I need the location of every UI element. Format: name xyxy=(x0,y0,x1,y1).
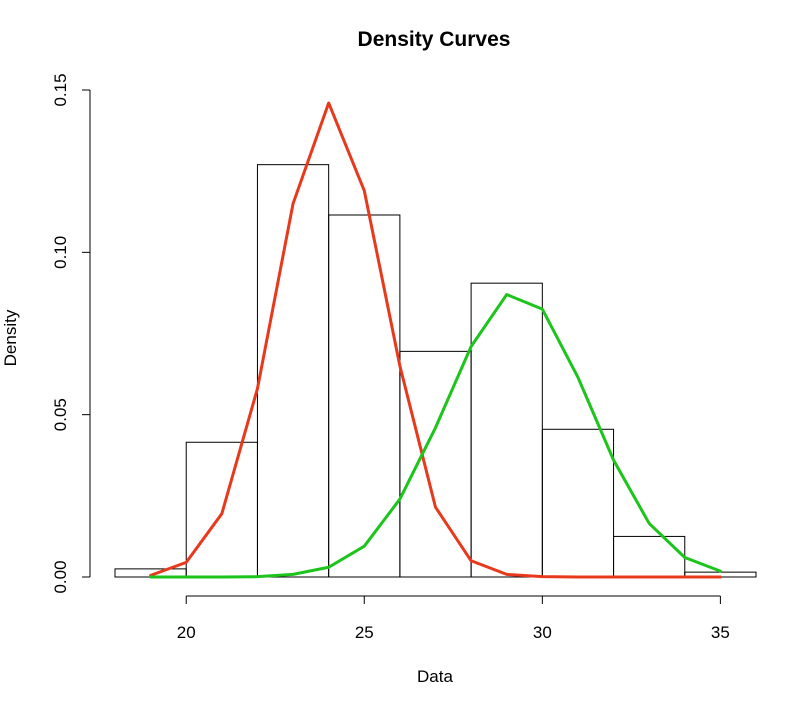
x-tick-label-3: 35 xyxy=(711,623,730,642)
histogram-bar-2 xyxy=(256,164,330,578)
x-tick-label-1: 25 xyxy=(355,623,374,642)
y-axis: 0.00 0.05 0.10 0.15 xyxy=(51,73,91,594)
histogram-bar-7 xyxy=(613,535,686,578)
histogram-bars xyxy=(114,164,757,578)
x-axis-label: Data xyxy=(417,667,453,686)
x-tick-label-0: 20 xyxy=(177,623,196,642)
density-curve-0 xyxy=(149,101,722,579)
histogram-bar-3 xyxy=(328,214,401,578)
chart-title: Density Curves xyxy=(358,28,511,51)
density-curves xyxy=(149,101,722,579)
histogram-bar-6 xyxy=(541,428,615,578)
x-axis: 20 25 30 35 xyxy=(177,595,730,642)
y-tick-label-3: 0.15 xyxy=(51,73,70,106)
y-axis-label: Density xyxy=(1,309,20,366)
histogram-bar-5 xyxy=(470,282,543,578)
x-tick-label-2: 30 xyxy=(533,623,552,642)
y-tick-label-0: 0.00 xyxy=(51,560,70,593)
y-tick-label-1: 0.05 xyxy=(51,398,70,431)
density-curve-1 xyxy=(149,293,722,579)
y-tick-label-2: 0.10 xyxy=(51,236,70,269)
